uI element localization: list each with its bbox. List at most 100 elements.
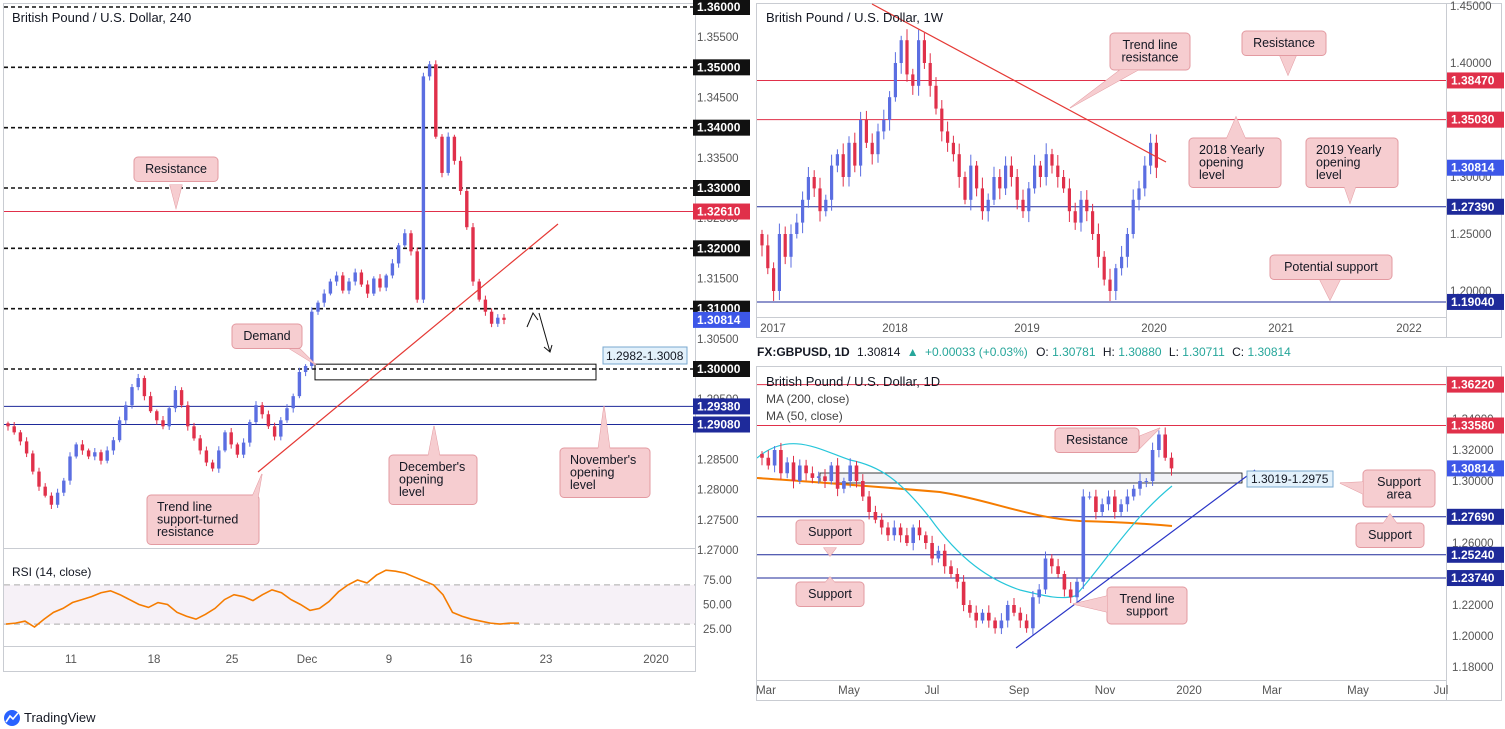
w1-callout-trend-text-0: Trend line [1122, 38, 1177, 52]
h4-callout-december-text-1: opening [399, 473, 444, 487]
w1-tick-0: 1.45000 [1450, 1, 1492, 13]
w1-candle-48 [1038, 160, 1042, 188]
w1-candle-32 [946, 121, 950, 152]
w1-price-tag-3: 1.27390 [1451, 200, 1495, 214]
h4-price-tag-1: 1.35000 [697, 60, 741, 74]
w1-candle-36 [969, 154, 973, 211]
w1-candle-45 [1021, 189, 1025, 218]
h4-candle-64 [403, 229, 407, 248]
d1-xlabel-2: Jul [925, 685, 940, 697]
h4-price-tag-1-bg [693, 59, 750, 76]
d1-xlabel-1: May [838, 685, 860, 697]
w1-price-tag-3-bg [1447, 198, 1504, 215]
w1-candle-0 [760, 229, 764, 257]
h4-candle-11 [74, 442, 78, 459]
h4-candle-61 [384, 273, 388, 292]
h4-callout-trend-text-0: Trend line [157, 500, 212, 514]
h4-callout-december-text-0: December's [399, 460, 465, 474]
h4-candle-42 [266, 410, 271, 429]
h4-candle-59 [372, 276, 376, 296]
d1-candle-56 [1113, 489, 1117, 519]
h4-candle-50 [316, 300, 320, 315]
d1-candle-3 [779, 442, 783, 480]
h4-callout-trend-box [146, 494, 260, 545]
h4-candle-10 [68, 452, 72, 485]
d1-high-label: H: [1103, 345, 1115, 359]
h4-candle-47 [297, 367, 302, 399]
w1-callout-trend-box [1109, 32, 1191, 71]
h4-rsi-axis: 75.00 50.00 25.00 [703, 575, 732, 636]
h4-candle-76 [477, 278, 481, 302]
w1-price-tag-4-bg [1447, 293, 1504, 310]
d1-callout-support-right: Support [1355, 513, 1425, 548]
h4-tick-2: 1.33500 [697, 153, 739, 165]
w1-trend-line-resistance [871, 3, 1167, 163]
h4-candle-29 [186, 401, 190, 431]
d1-tick-5: 1.20000 [1452, 631, 1494, 643]
h4-candle-20 [130, 384, 134, 409]
d1-candle-54 [1100, 498, 1104, 517]
h4-candle-36 [229, 428, 233, 449]
d1-price-tag-0: 1.36220 [1451, 378, 1495, 392]
w1-candle-34 [957, 143, 961, 188]
d1-candle-53 [1094, 489, 1098, 520]
h4-candle-21 [136, 373, 140, 391]
h4-callouts: Resistance Demand Trend linesupport-turned… [133, 156, 651, 545]
d1-price-tag-0-bg [1447, 376, 1504, 393]
h4-callout-resistance-text-0: Resistance [145, 162, 207, 176]
h4-price-tag-3: 1.33000 [697, 181, 741, 195]
d1-candle-50 [1075, 578, 1079, 603]
w1-tick-4: 1.25000 [1450, 229, 1492, 241]
d1-candle-37 [993, 617, 997, 634]
w1-candles [760, 29, 1158, 301]
d1-panel-frame [756, 366, 1502, 701]
h4-candle-79 [496, 314, 500, 327]
w1-candle-28 [922, 32, 926, 69]
d1-symbol: FX:GBPUSD, 1D [757, 345, 850, 359]
tradingview-logo[interactable]: TradingView [4, 710, 96, 726]
h4-projection-arrows [526, 311, 553, 353]
d1-price-tag-1-bg [1447, 417, 1504, 434]
d1-trend-line-support [1015, 469, 1256, 649]
w1-candle-35 [963, 171, 967, 205]
h4-price-tag-4: 1.32610 [697, 205, 741, 219]
h4-rsi-line [5, 569, 519, 629]
h4-candle-53 [334, 271, 339, 286]
w1-price-tag-0-bg [1447, 72, 1504, 89]
d1-candle-32 [961, 575, 966, 612]
w1-candle-2 [772, 262, 776, 301]
h4-candle-37 [235, 442, 240, 458]
h4-candle-26 [167, 406, 171, 430]
d1-ma50-line [757, 443, 1173, 599]
h4-title: British Pound / U.S. Dollar, 240 [12, 10, 191, 25]
d1-xlabel-5: 2020 [1176, 685, 1202, 697]
d1-candle-1 [766, 450, 771, 470]
w1-callout-2019-text-0: 2019 Yearly [1316, 143, 1382, 157]
d1-callout-support-area-text-1: area [1386, 488, 1411, 502]
d1-candle-23 [905, 527, 909, 547]
h4-price-tag-5: 1.32000 [697, 241, 741, 255]
h4-candle-35 [223, 430, 227, 453]
d1-candle-11 [829, 462, 834, 485]
w1-candle-63 [1125, 227, 1129, 268]
h4-candle-15 [99, 449, 103, 465]
h4-candle-25 [161, 415, 165, 430]
d1-ma50-label: MA (50, close) [766, 409, 843, 423]
h4-tick-7: 1.28500 [697, 455, 739, 467]
w1-candle-58 [1096, 223, 1100, 268]
d1-price-levels [757, 384, 1446, 579]
h4-candle-23 [148, 391, 153, 414]
h4-candle-4 [31, 450, 35, 475]
d1-candle-42 [1024, 614, 1029, 633]
d1-candle-31 [955, 568, 960, 589]
w1-candle-4 [783, 226, 787, 265]
d1-tick-1: 1.32000 [1452, 445, 1494, 457]
w1-candle-11 [824, 194, 828, 217]
h4-price-tag-2-bg [693, 119, 750, 136]
d1-candle-39 [1005, 600, 1010, 628]
h4-candle-70 [440, 134, 444, 178]
w1-xlabel-5: 2022 [1396, 323, 1422, 335]
